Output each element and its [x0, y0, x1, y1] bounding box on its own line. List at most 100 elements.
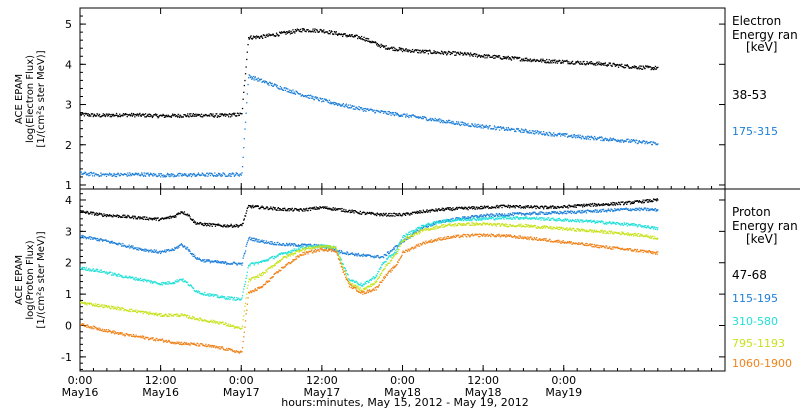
data-point-electron-175-315	[641, 142, 643, 144]
data-point-proton-115-195	[286, 242, 288, 244]
data-point-proton-115-195	[432, 224, 434, 227]
data-point-electron-38-53	[221, 113, 223, 115]
data-point-proton-47-68	[287, 208, 290, 210]
data-point-proton-47-68	[282, 207, 284, 210]
data-point-electron-175-315	[625, 140, 627, 143]
data-point-proton-310-580	[318, 245, 320, 247]
data-point-proton-47-68	[209, 223, 212, 225]
data-point-electron-175-315	[209, 172, 211, 174]
data-point-proton-115-195	[646, 209, 648, 212]
data-point-electron-38-53	[116, 114, 118, 116]
data-point-electron-38-53	[232, 113, 234, 115]
data-point-electron-38-53	[138, 113, 140, 115]
data-point-proton-47-68	[585, 203, 588, 205]
data-point-electron-38-53	[275, 32, 278, 34]
data-point-electron-38-53	[92, 115, 94, 118]
data-point-electron-175-315	[187, 174, 189, 176]
data-point-proton-115-195	[239, 263, 241, 265]
data-point-proton-310-580	[238, 298, 240, 301]
data-point-proton-795-1193	[155, 312, 157, 314]
data-point-proton-47-68	[478, 207, 480, 209]
data-point-proton-310-580	[351, 280, 354, 282]
data-point-proton-115-195	[576, 211, 578, 213]
data-point-proton-47-68	[455, 208, 457, 210]
data-point-electron-38-53	[376, 44, 378, 46]
data-point-electron-38-53	[143, 114, 145, 116]
data-point-electron-175-315	[437, 118, 440, 120]
data-point-proton-115-195	[149, 250, 152, 252]
data-point-proton-47-68	[440, 209, 443, 211]
data-point-electron-38-53	[93, 114, 95, 116]
data-point-proton-47-68	[229, 225, 232, 227]
data-point-electron-175-315	[194, 174, 196, 176]
data-point-proton-310-580	[129, 275, 131, 277]
data-point-electron-175-315	[277, 87, 279, 89]
data-point-proton-115-195	[616, 209, 618, 211]
data-point-electron-38-53	[330, 31, 332, 33]
data-point-electron-38-53	[282, 31, 285, 33]
data-point-electron-38-53	[462, 54, 464, 56]
data-point-proton-47-68	[249, 206, 252, 208]
data-point-proton-47-68	[404, 213, 406, 215]
data-point-proton-47-68	[123, 216, 125, 218]
data-point-electron-38-53	[401, 47, 403, 50]
data-point-proton-310-580	[110, 271, 112, 273]
data-point-electron-38-53	[228, 116, 230, 118]
data-point-proton-47-68	[507, 206, 509, 208]
data-point-electron-175-315	[129, 172, 131, 174]
data-point-electron-175-315	[572, 134, 574, 136]
data-point-electron-38-53	[411, 48, 414, 51]
data-point-electron-38-53	[496, 56, 498, 58]
data-point-proton-310-580	[184, 280, 186, 282]
data-point-electron-38-53	[631, 67, 633, 69]
data-point-proton-310-580	[529, 217, 531, 219]
data-point-proton-310-580	[395, 249, 397, 251]
data-point-proton-310-580	[630, 223, 632, 225]
data-point-proton-310-580	[319, 244, 321, 246]
data-point-electron-175-315	[197, 173, 199, 175]
data-point-electron-175-315	[565, 133, 567, 135]
data-point-proton-795-1193	[156, 315, 159, 317]
data-point-electron-38-53	[628, 67, 630, 69]
data-point-proton-47-68	[304, 210, 306, 212]
data-point-proton-310-580	[406, 234, 409, 236]
data-point-electron-38-53	[177, 116, 179, 118]
data-point-proton-310-580	[227, 296, 229, 298]
data-point-electron-175-315	[243, 147, 245, 149]
data-point-proton-47-68	[639, 201, 641, 203]
data-point-proton-47-68	[272, 206, 274, 208]
data-point-electron-38-53	[97, 113, 99, 115]
data-point-proton-47-68	[343, 210, 346, 213]
data-point-electron-38-53	[510, 58, 512, 60]
data-point-electron-175-315	[344, 104, 346, 106]
data-point-electron-38-53	[446, 53, 448, 55]
data-point-proton-310-580	[161, 282, 163, 284]
data-point-proton-47-68	[214, 223, 216, 225]
data-point-proton-47-68	[226, 225, 228, 227]
data-point-proton-47-68	[631, 202, 634, 205]
data-point-electron-175-315	[172, 173, 174, 176]
data-point-proton-310-580	[379, 268, 381, 270]
data-point-proton-310-580	[356, 281, 358, 283]
data-point-electron-38-53	[129, 115, 132, 117]
data-point-electron-175-315	[139, 175, 142, 177]
data-point-electron-175-315	[649, 142, 651, 144]
data-point-proton-47-68	[367, 212, 369, 214]
data-point-proton-115-195	[291, 243, 293, 246]
data-point-electron-175-315	[398, 114, 400, 117]
data-point-proton-115-195	[196, 257, 198, 259]
data-point-proton-310-580	[242, 291, 244, 293]
data-point-proton-47-68	[207, 224, 209, 226]
data-point-proton-115-195	[88, 238, 90, 240]
data-point-electron-175-315	[462, 122, 464, 124]
data-point-proton-310-580	[656, 229, 658, 231]
data-point-proton-310-580	[516, 215, 518, 218]
data-point-electron-175-315	[212, 175, 215, 177]
data-point-proton-115-195	[490, 213, 492, 215]
data-point-proton-47-68	[378, 213, 380, 215]
data-point-proton-115-195	[406, 238, 408, 240]
data-point-proton-310-580	[657, 227, 659, 229]
data-point-proton-47-68	[175, 216, 177, 218]
data-point-proton-115-195	[463, 217, 465, 219]
data-point-electron-38-53	[505, 56, 507, 58]
